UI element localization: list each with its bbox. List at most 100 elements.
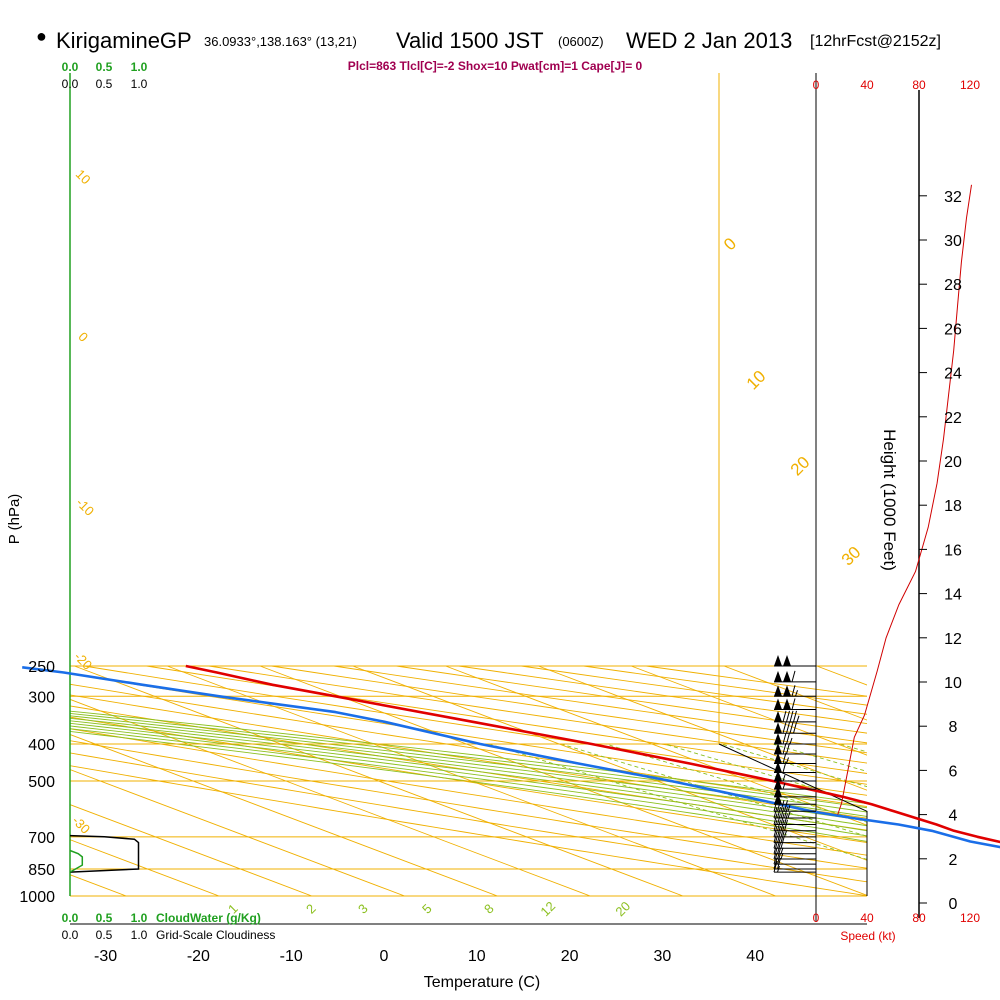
wind-barb-half-flag — [782, 774, 786, 782]
wind-barb-half-flag — [777, 865, 780, 873]
wind-barb-flag — [784, 806, 788, 819]
mixing-ratio-label: 8 — [481, 901, 497, 917]
speed-tick-top: 40 — [860, 78, 874, 92]
isotherm-label: 0 — [75, 329, 91, 345]
wind-barb-half-flag — [787, 805, 791, 812]
temperature-tick-label: -30 — [94, 948, 117, 965]
cloudiness-tick-top: 0.0 — [62, 77, 79, 91]
cloudwater-tick-bottom: 0.0 — [62, 911, 79, 925]
temperature-tick-label: 0 — [380, 948, 389, 965]
height-tick-label: 12 — [944, 631, 962, 648]
moist-adiabat-line — [70, 713, 867, 809]
wind-barb-flag — [782, 710, 787, 722]
pressure-tick-label: 400 — [28, 737, 55, 754]
height-tick-label: 20 — [944, 454, 962, 471]
speed-tick-top: 80 — [912, 78, 926, 92]
wind-barb-flag — [780, 825, 785, 837]
pressure-tick-label: 300 — [28, 689, 55, 706]
isotherm-label: -20 — [71, 649, 95, 673]
wind-barb-pennant — [774, 761, 782, 773]
wind-barb-flag — [773, 819, 778, 831]
mixing-ratio-label: 20 — [612, 898, 633, 919]
moist-adiabat-line — [70, 731, 867, 842]
wind-barb-flag — [782, 761, 787, 773]
temperature-tick-label: 10 — [468, 948, 486, 965]
cloudiness-tick-top: 0.5 — [96, 77, 113, 91]
height-tick-label: 6 — [949, 763, 958, 780]
wind-barb-flag — [782, 752, 787, 764]
moist-adiabat-line — [70, 717, 867, 817]
height-tick-label: 14 — [944, 587, 962, 604]
height-tick-label: 16 — [944, 542, 962, 559]
wind-barb-flag — [780, 800, 785, 812]
pressure-tick-label: 500 — [28, 774, 55, 791]
wind-barb-pennant — [774, 698, 782, 710]
wind-barb-half-flag — [784, 830, 787, 837]
moist-adiabat-line — [70, 710, 867, 805]
temperature-profile — [185, 664, 1000, 844]
wind-barb-flag — [780, 819, 785, 831]
wind-barb-flag — [791, 698, 796, 710]
height-tick-label: 2 — [949, 852, 958, 869]
wind-barb-flag — [777, 831, 781, 843]
height-tick-label: 8 — [949, 719, 958, 736]
pressure-tick-label: 700 — [28, 830, 55, 847]
wind-barb-flag — [786, 732, 790, 745]
cloudiness-scale-label: Grid-Scale Cloudiness — [156, 928, 275, 942]
isotherm-label: 10 — [73, 166, 94, 187]
wind-barb-flag — [791, 685, 796, 697]
isotherm-label: 20 — [787, 453, 814, 480]
height-tick-label: 22 — [944, 410, 962, 427]
wind-barb-half-flag — [780, 852, 784, 860]
dry-adiabat-line — [70, 673, 867, 796]
isotherm-line — [631, 665, 867, 756]
wind-barb-flag — [777, 806, 781, 819]
height-tick-label: 30 — [944, 233, 962, 250]
wind-barb-flag — [777, 842, 781, 854]
height-tick-label: 18 — [944, 498, 962, 515]
height-reference-boundary — [718, 743, 868, 896]
height-tick-label: 24 — [944, 366, 962, 383]
mixing-ratio-line — [605, 743, 867, 823]
wind-barb-flag — [780, 831, 785, 843]
wind-barb-pennant — [774, 732, 782, 744]
wind-barb-flag — [789, 710, 794, 722]
dry-adiabat-line — [70, 716, 867, 843]
wind-barb-flag — [773, 847, 778, 860]
wind-barb-pennant — [774, 743, 782, 755]
wind-barb-flag — [782, 722, 787, 734]
speed-tick-bottom: 80 — [912, 911, 926, 925]
wind-barb-flag — [777, 847, 781, 860]
speed-tick-bottom: 0 — [813, 911, 820, 925]
forecast-info: [12hrFcst@2152z] — [810, 33, 941, 50]
wind-barb-flag — [780, 813, 785, 825]
mixing-ratio-label: 5 — [419, 901, 435, 917]
wind-barb-flag — [793, 710, 797, 722]
cloudiness-tick-top: 1.0 — [131, 77, 148, 91]
wind-barb-pennant — [774, 785, 782, 797]
wind-barb-pennant — [774, 685, 782, 697]
wind-barb-flag — [791, 670, 796, 682]
station-name: KirigamineGP — [56, 28, 192, 53]
temperature-tick-label: 20 — [561, 948, 579, 965]
wind-barb-half-flag — [780, 847, 784, 854]
wind-barb-flag — [782, 742, 787, 755]
wind-barb-flag — [793, 722, 797, 734]
speed-axis-label: Speed (kt) — [840, 929, 895, 943]
wind-barb-pennant — [774, 710, 782, 722]
wind-barb-flag — [773, 842, 778, 854]
wind-barb-flag — [773, 852, 778, 865]
wind-barb-flag — [773, 831, 778, 843]
mixing-ratio-line — [489, 743, 867, 860]
wind-barb-flag — [789, 722, 794, 734]
valid-time: Valid 1500 JST — [396, 28, 544, 53]
wind-barb-flag — [780, 806, 785, 819]
moist-adiabat-line — [70, 715, 867, 813]
dry-adiabat-line — [70, 694, 867, 819]
dry-adiabat-line — [146, 665, 867, 774]
speed-tick-top: 120 — [960, 78, 980, 92]
wind-barb-flag — [773, 813, 778, 825]
mixing-ratio-label: 12 — [537, 898, 558, 919]
wind-barb-flag — [773, 800, 778, 812]
